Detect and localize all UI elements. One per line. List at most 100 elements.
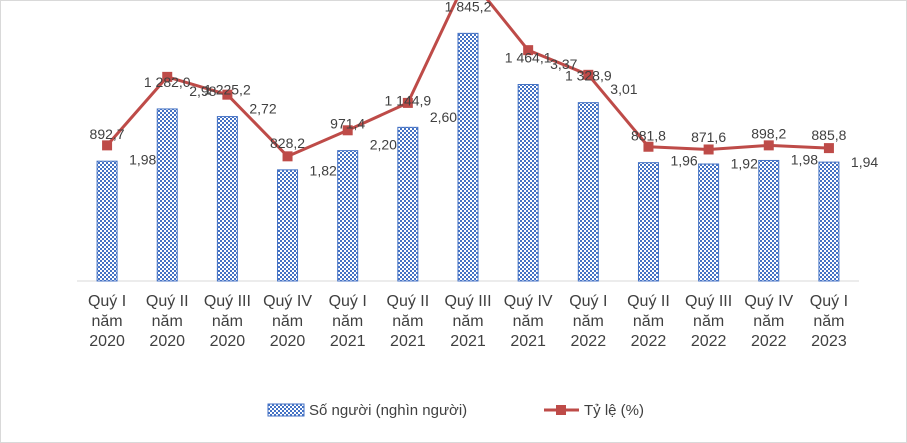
- x-tick-label-line: Quý III: [685, 293, 732, 310]
- x-tick-label-line: 2022: [631, 333, 667, 350]
- x-tick-label-line: năm: [573, 313, 604, 330]
- line-marker[interactable]: [763, 140, 774, 151]
- x-tick-label-line: 2022: [751, 333, 787, 350]
- line-marker[interactable]: [282, 151, 293, 162]
- x-tick-label-line: năm: [753, 313, 784, 330]
- x-tick-label: Quý III năm 2021: [444, 293, 491, 350]
- x-tick-label-line: năm: [152, 313, 183, 330]
- line-data-label: 1,96: [670, 153, 697, 169]
- x-tick-label-line: 2022: [691, 333, 727, 350]
- x-tick-label: Quý II năm 2021: [387, 293, 430, 350]
- line-marker[interactable]: [703, 144, 714, 155]
- line-data-label: 2,98: [189, 83, 216, 99]
- x-tick-label-line: năm: [633, 313, 664, 330]
- bar-data-label: 828,2: [270, 135, 305, 151]
- x-tick-label: Quý II năm 2022: [627, 293, 670, 350]
- line-data-label: 2,60: [430, 109, 457, 125]
- bar[interactable]: [637, 162, 659, 282]
- legend-label-bars: Số người (nghìn người): [309, 402, 467, 419]
- bar-data-label: 892,7: [90, 126, 125, 142]
- bar[interactable]: [96, 160, 118, 282]
- x-tick-label: Quý I năm 2022: [569, 293, 607, 350]
- line-data-label: 3,01: [610, 81, 637, 97]
- bar[interactable]: [216, 116, 238, 282]
- x-tick-label: Quý IV năm 2022: [744, 293, 793, 350]
- x-tick-label: Quý I năm 2020: [88, 293, 126, 350]
- x-tick-label-line: Quý III: [444, 293, 491, 310]
- x-tick-label-line: 2022: [571, 333, 607, 350]
- x-tick-label-line: Quý I: [569, 293, 607, 310]
- line-marker[interactable]: [402, 97, 413, 108]
- x-tick-label-line: 2020: [270, 333, 306, 350]
- bar[interactable]: [156, 108, 178, 282]
- bar-data-label: 1 282,0: [144, 74, 191, 90]
- x-tick-label-line: Quý III: [204, 293, 251, 310]
- x-tick-label: Quý IV năm 2020: [263, 293, 312, 350]
- bar[interactable]: [577, 102, 599, 282]
- line-data-label: 1,98: [791, 151, 818, 167]
- legend-label-line: Tỷ lệ (%): [584, 402, 644, 419]
- line-marker[interactable]: [102, 140, 113, 151]
- x-tick-label-line: Quý IV: [744, 293, 793, 310]
- legend-marker-swatch: [556, 405, 566, 415]
- x-tick-label: Quý I năm 2023: [810, 293, 848, 350]
- bar-data-label: 971,4: [330, 116, 365, 132]
- line-data-label: 2,72: [249, 101, 276, 117]
- x-tick-label-line: 2021: [510, 333, 546, 350]
- bar[interactable]: [397, 126, 419, 282]
- x-tick-label-line: năm: [332, 313, 363, 330]
- bar-data-label: 871,6: [691, 129, 726, 145]
- legend-swatch-bars: [267, 403, 305, 417]
- bar[interactable]: [277, 169, 299, 282]
- x-tick-label-line: Quý I: [88, 293, 126, 310]
- x-tick-label-line: Quý II: [627, 293, 670, 310]
- x-tick-label-line: 2021: [450, 333, 486, 350]
- bar[interactable]: [517, 84, 539, 282]
- line-data-label: 1,82: [310, 162, 337, 178]
- bar[interactable]: [698, 163, 720, 282]
- bar[interactable]: [337, 150, 359, 282]
- bar[interactable]: [818, 161, 840, 282]
- x-tick-label-line: năm: [272, 313, 303, 330]
- line-data-label: 3,37: [550, 56, 577, 72]
- line-marker[interactable]: [583, 69, 594, 80]
- bar-data-label: 898,2: [751, 125, 786, 141]
- x-tick-label-line: 2021: [330, 333, 366, 350]
- line-marker[interactable]: [643, 141, 654, 152]
- x-tick-label-line: 2020: [89, 333, 125, 350]
- x-tick-label-line: 2021: [390, 333, 426, 350]
- x-tick-label-line: 2020: [210, 333, 246, 350]
- line-data-label: 1,92: [731, 155, 758, 171]
- bar-data-label: 1 464,1: [505, 50, 552, 66]
- x-tick-label-line: năm: [813, 313, 844, 330]
- line-data-label: 1,98: [129, 151, 156, 167]
- x-tick-label-line: năm: [513, 313, 544, 330]
- x-tick-label-line: Quý II: [146, 293, 189, 310]
- bar-data-label: 1 225,2: [204, 82, 251, 98]
- line-marker[interactable]: [222, 89, 233, 100]
- bar-data-label: 1 845,2: [445, 0, 492, 14]
- bar[interactable]: [758, 159, 780, 282]
- bar-data-label: 1 144,9: [384, 92, 431, 108]
- x-tick-label-line: Quý IV: [504, 293, 553, 310]
- bar-data-label: 1 328,9: [565, 68, 612, 84]
- x-tick-label: Quý IV năm 2021: [504, 293, 553, 350]
- bar[interactable]: [457, 32, 479, 282]
- x-tick-label-line: Quý I: [810, 293, 848, 310]
- bar-data-label: 885,8: [811, 127, 846, 143]
- line-data-label: 1,94: [851, 154, 878, 170]
- x-tick-label-line: 2020: [149, 333, 185, 350]
- x-tick-label-line: Quý IV: [263, 293, 312, 310]
- x-tick-label-line: năm: [452, 313, 483, 330]
- x-tick-label-line: năm: [693, 313, 724, 330]
- line-marker[interactable]: [523, 45, 534, 56]
- line-marker[interactable]: [162, 71, 173, 82]
- line-marker[interactable]: [342, 125, 353, 136]
- x-tick-label: Quý I năm 2021: [329, 293, 367, 350]
- x-tick-label: Quý III năm 2020: [204, 293, 251, 350]
- line-marker[interactable]: [823, 143, 834, 154]
- x-tick-label-line: 2023: [811, 333, 847, 350]
- x-tick-label-line: năm: [212, 313, 243, 330]
